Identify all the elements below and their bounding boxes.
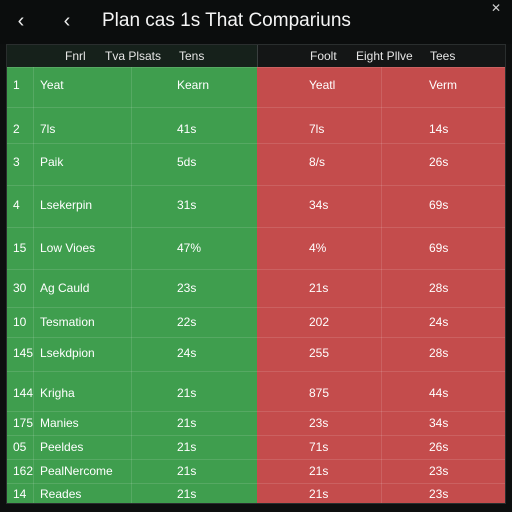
cell-v2: 8/s (309, 155, 326, 169)
cell-v1: 47% (177, 241, 202, 255)
cell-v2: 4% (309, 241, 327, 255)
cell-num: 05 (13, 440, 27, 454)
cell-num: 4 (13, 198, 20, 212)
cell-num: 10 (13, 315, 27, 329)
cell-v1: 23s (177, 281, 197, 295)
cell-name: Yeat (40, 78, 64, 92)
header-right-2[interactable]: Eight Pllve (356, 49, 413, 63)
table-row[interactable] (7, 459, 505, 483)
table-row[interactable] (7, 435, 505, 459)
cell-v3: 34s (429, 416, 449, 430)
cell-num: 175 (13, 416, 34, 430)
table-row[interactable] (7, 269, 505, 307)
cell-num: 3 (13, 155, 20, 169)
cell-num: 15 (13, 241, 27, 255)
cell-v3: 26s (429, 440, 449, 454)
cell-name: Lsekerpin (40, 198, 93, 212)
cell-v2: 21s (309, 487, 329, 501)
cell-v3: 28s (429, 346, 449, 360)
cell-v2: 875 (309, 386, 330, 400)
table-row[interactable] (7, 371, 505, 411)
cell-v1: 21s (177, 416, 197, 430)
cell-v1: 41s (177, 122, 197, 136)
table-row[interactable] (7, 227, 505, 269)
cell-num: 162 (13, 464, 34, 478)
cell-v3: 14s (429, 122, 449, 136)
table-row[interactable] (7, 185, 505, 227)
cell-v2: 255 (309, 346, 330, 360)
table-row[interactable] (7, 337, 505, 371)
cell-v1: 21s (177, 464, 197, 478)
cell-v3: 28s (429, 281, 449, 295)
page-title: Plan cas 1s That Compariuns (102, 10, 351, 31)
cell-v3: 24s (429, 315, 449, 329)
comparison-table: Fnrl Tva Plsats Tens Foolt Eight Pllve T… (6, 44, 506, 504)
title-bar: ‹ ‹ Plan cas 1s That Compariuns ✕ (0, 0, 512, 44)
column-divider (381, 67, 382, 503)
table-row[interactable] (7, 143, 505, 185)
cell-num: 145 (13, 346, 34, 360)
cell-name: Tesmation (40, 315, 95, 329)
cell-name: Ag Cauld (40, 281, 90, 295)
previous-chevron-icon[interactable]: ‹ (63, 10, 71, 32)
cell-name: Low Vioes (40, 241, 96, 255)
column-divider (131, 67, 132, 503)
cell-name: Paik (40, 155, 64, 169)
cell-name: PealNercome (40, 464, 113, 478)
cell-num: 30 (13, 281, 27, 295)
cell-name: Krigha (40, 386, 75, 400)
cell-v3: 23s (429, 487, 449, 501)
header-right-3[interactable]: Tees (430, 49, 456, 63)
cell-name: Reades (40, 487, 82, 501)
header-right-1[interactable]: Foolt (310, 49, 337, 63)
close-icon[interactable]: ✕ (490, 1, 502, 15)
cell-name: Lsekdpion (40, 346, 95, 360)
cell-v2: 34s (309, 198, 329, 212)
cell-v1: 21s (177, 386, 197, 400)
table-row[interactable] (7, 67, 505, 107)
cell-v1: 31s (177, 198, 197, 212)
header-left-2[interactable]: Tva Plsats (105, 49, 162, 63)
cell-num: 1 (13, 78, 20, 92)
back-chevron-icon[interactable]: ‹ (17, 10, 25, 32)
cell-name: Peeldes (40, 440, 84, 454)
cell-v2: 202 (309, 315, 330, 329)
header-left-1[interactable]: Fnrl (65, 49, 86, 63)
right-header: Foolt Eight Pllve Tees (257, 45, 505, 67)
cell-v1: Kearn (177, 78, 210, 92)
cell-v1: 24s (177, 346, 197, 360)
cell-v3: Verm (429, 78, 458, 92)
cell-num: 2 (13, 122, 20, 136)
cell-num: 144 (13, 386, 34, 400)
table-row[interactable] (7, 483, 505, 503)
cell-v2: Yeatl (309, 78, 336, 92)
table-row[interactable] (7, 307, 505, 337)
table-row[interactable] (7, 107, 505, 143)
cell-v3: 44s (429, 386, 449, 400)
cell-num: 14 (13, 487, 27, 501)
cell-v2: 71s (309, 440, 329, 454)
cell-v2: 7ls (309, 122, 325, 136)
cell-v1: 21s (177, 487, 197, 501)
cell-name: Manies (40, 416, 79, 430)
cell-name: 7ls (40, 122, 56, 136)
cell-v1: 21s (177, 440, 197, 454)
column-divider (33, 67, 34, 503)
cell-v3: 69s (429, 241, 449, 255)
left-header: Fnrl Tva Plsats Tens (7, 45, 257, 67)
cell-v2: 23s (309, 416, 329, 430)
table-row[interactable] (7, 411, 505, 435)
cell-v2: 21s (309, 281, 329, 295)
cell-v3: 23s (429, 464, 449, 478)
cell-v3: 26s (429, 155, 449, 169)
cell-v1: 5ds (177, 155, 197, 169)
cell-v1: 22s (177, 315, 197, 329)
cell-v2: 21s (309, 464, 329, 478)
left-panel (7, 67, 257, 503)
cell-v3: 69s (429, 198, 449, 212)
right-panel (257, 67, 505, 503)
header-left-3[interactable]: Tens (179, 49, 205, 63)
